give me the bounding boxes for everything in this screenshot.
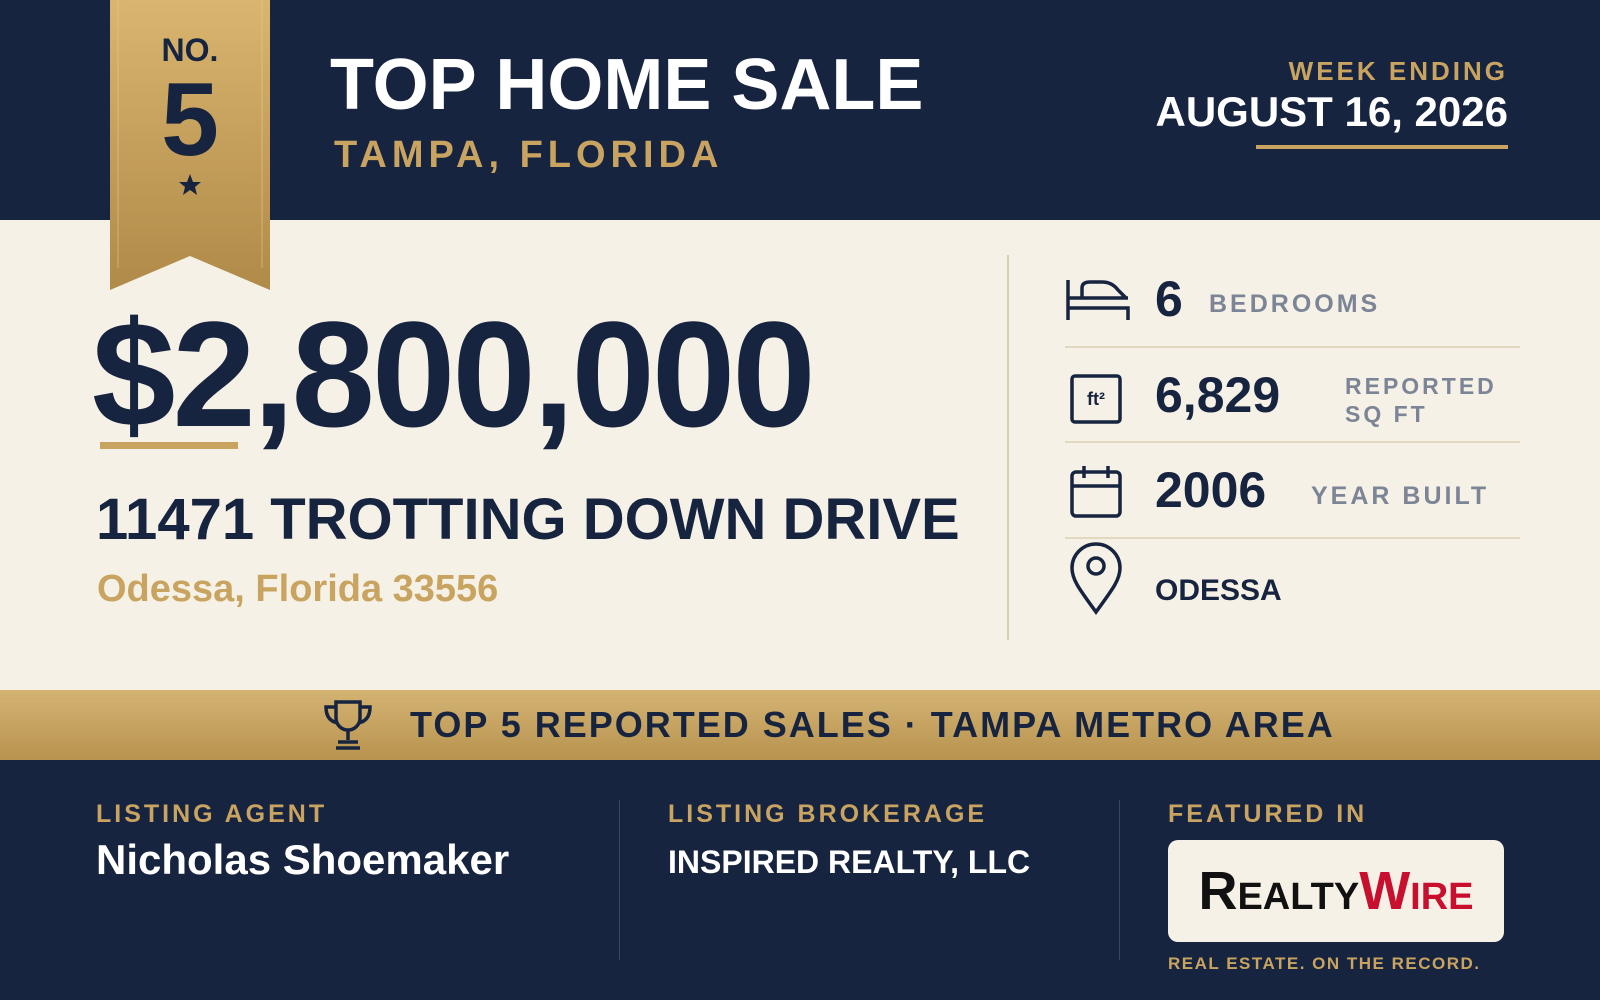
street: 11471 TROTTING DOWN DRIVE: [96, 487, 960, 552]
tagline: REAL ESTATE. ON THE RECORD.: [1168, 954, 1481, 973]
ribbon: [110, 0, 270, 290]
stat-label: REPORTED SQ FT: [1345, 373, 1497, 427]
featured-label: FEATURED IN: [1168, 800, 1368, 828]
location: TAMPA, FLORIDA: [334, 134, 724, 176]
agent-label: LISTING AGENT: [96, 800, 328, 828]
logo: RealtyWire: [1168, 840, 1504, 942]
brokerage: INSPIRED REALTY, LLC: [668, 844, 1031, 880]
divider: [1007, 255, 1009, 640]
stat-label: BEDROOMS: [1209, 290, 1381, 318]
stat-icons: ft²: [1066, 280, 1130, 615]
logo-part: Realty: [1198, 861, 1360, 921]
stat-separator: [1065, 537, 1520, 539]
logo-part: Wire: [1359, 861, 1474, 921]
brokerage-label: LISTING BROKERAGE: [668, 800, 988, 828]
price: $2,800,000: [92, 290, 816, 458]
stat-value: 6: [1155, 271, 1183, 327]
svg-text:ft²: ft²: [1087, 389, 1105, 409]
stat-value: 2006: [1155, 462, 1267, 518]
footer-divider: [619, 800, 620, 960]
banner: [0, 690, 1600, 760]
title: TOP HOME SALE: [330, 45, 924, 125]
week-label: WEEK ENDING: [1288, 56, 1508, 86]
price-underline: [100, 442, 238, 449]
stat-separator: [1065, 346, 1520, 348]
date-underline: [1256, 145, 1508, 149]
stat-value: 6,829: [1155, 367, 1281, 423]
trophy-icon: [324, 700, 372, 750]
stat-label: YEAR BUILT: [1311, 482, 1490, 510]
agent: Nicholas Shoemaker: [96, 836, 510, 883]
stat-separator: [1065, 441, 1520, 443]
ribbon-rank: 5: [161, 62, 219, 178]
stat-value: ODESSA: [1155, 574, 1282, 607]
ribbon-label: NO.: [161, 32, 219, 68]
banner-text: TOP 5 REPORTED SALES · TAMPA METRO AREA: [410, 704, 1335, 745]
week-date: AUGUST 16, 2026: [1155, 88, 1509, 135]
footer-divider: [1119, 800, 1120, 960]
city-line: Odessa, Florida 33556: [97, 568, 499, 610]
